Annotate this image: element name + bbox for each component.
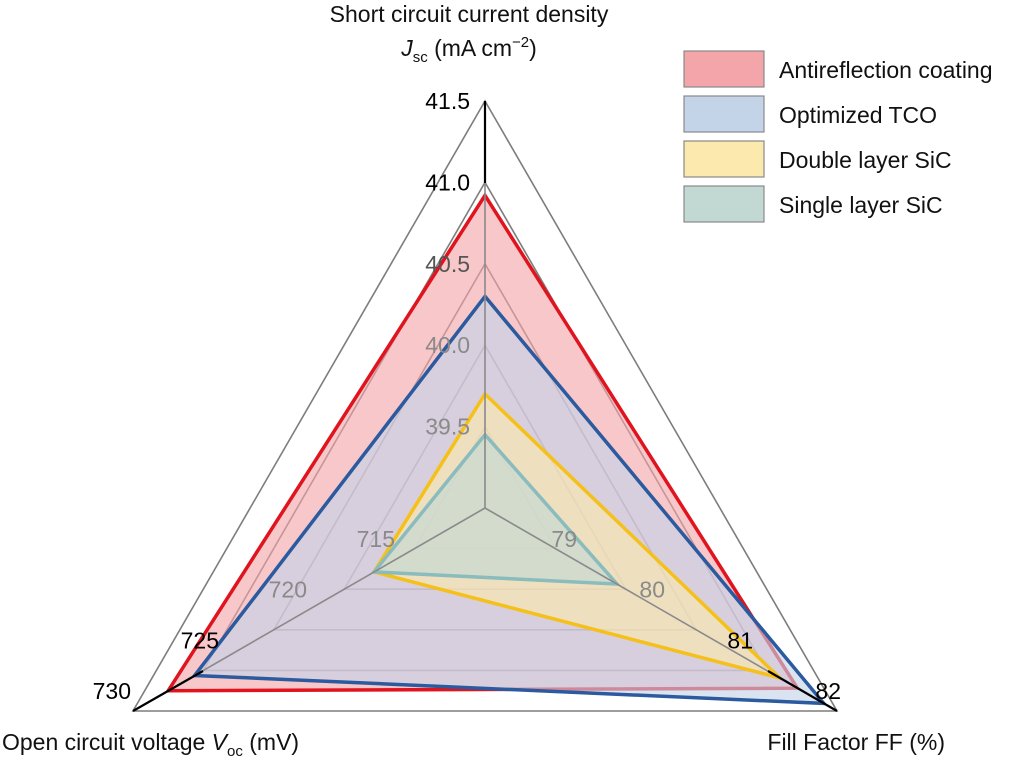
tick-labels: 39.5 40.0 40.5 41.0 41.5 79 80 81 82 715 720 725 730	[93, 88, 841, 704]
voc-tick-label: 715	[357, 526, 395, 552]
ff-tick-label: 81	[727, 627, 753, 653]
jsc-axis-title-line1: Short circuit current density	[330, 1, 609, 27]
legend-swatch	[683, 50, 765, 88]
jsc-axis-title-line2: Jsc (mA cm−2)	[400, 34, 537, 66]
series-layer	[164, 192, 828, 706]
jsc-tick-label: 41.0	[425, 169, 470, 195]
ff-axis-outer	[767, 670, 838, 712]
legend-item: Single layer SiC	[683, 185, 943, 223]
legend-item: Optimized TCO	[683, 95, 937, 133]
axes-layer	[132, 101, 838, 712]
jsc-tick-label: 39.5	[425, 414, 470, 440]
ff-tick-label: 80	[639, 577, 665, 603]
legend-swatch	[683, 140, 765, 178]
ff-axis-title: Fill Factor FF (%)	[767, 729, 945, 755]
legend-swatch	[683, 185, 765, 223]
legend-label: Optimized TCO	[779, 102, 937, 128]
legend-swatch	[683, 95, 765, 133]
jsc-tick-label: 41.5	[425, 88, 470, 114]
ff-tick-label: 82	[815, 678, 841, 704]
legend-item: Antireflection coating	[683, 50, 993, 88]
voc-axis-title: Open circuit voltage Voc (mV)	[2, 729, 299, 759]
series-polygon-single-layer-sic	[370, 431, 622, 587]
grid-triangle-5	[131, 99, 839, 712]
legend-item: Double layer SiC	[683, 140, 952, 178]
jsc-tick-label: 40.5	[425, 251, 470, 277]
jsc-tick-label: 40.0	[425, 332, 470, 358]
legend: Antireflection coating Optimized TCO Doubl…	[683, 50, 993, 223]
legend-label: Single layer SiC	[779, 192, 943, 218]
voc-axis-outer	[132, 670, 204, 712]
voc-tick-label: 725	[181, 627, 219, 653]
legend-label: Double layer SiC	[779, 147, 952, 173]
voc-tick-label: 730	[93, 678, 131, 704]
legend-label: Antireflection coating	[779, 57, 993, 83]
voc-tick-label: 720	[269, 577, 307, 603]
ff-tick-label: 79	[551, 526, 577, 552]
